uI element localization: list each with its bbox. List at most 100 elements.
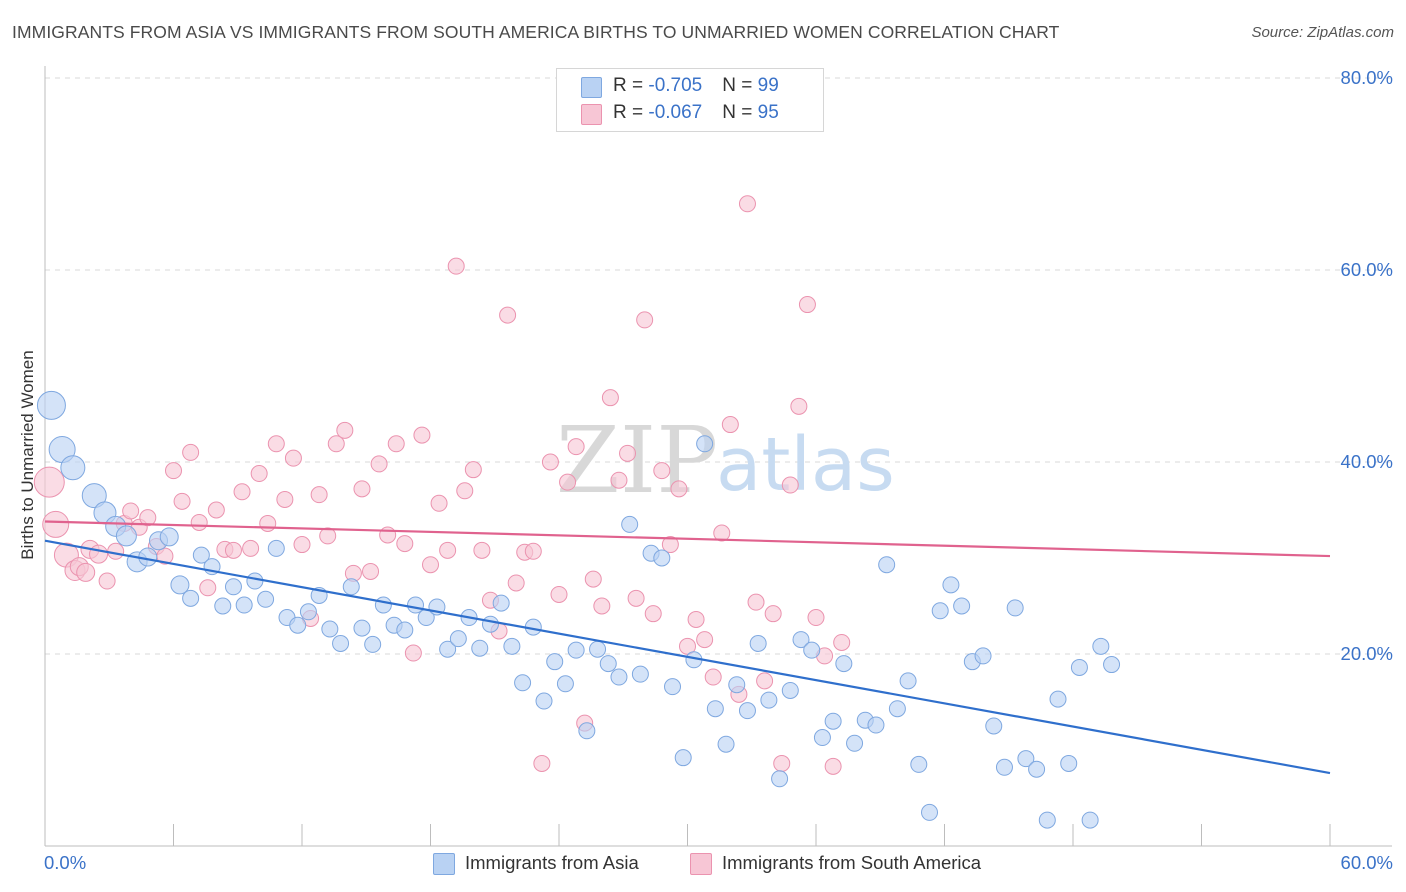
x-tick-label-max: 60.0% <box>1341 852 1393 873</box>
south-america-point-11 <box>122 502 140 520</box>
asia-point-91 <box>1028 760 1046 778</box>
asia-point-84 <box>953 597 971 615</box>
south-america-point-13 <box>139 509 157 527</box>
asia-point-19 <box>257 590 275 608</box>
south-america-point-89 <box>790 397 808 415</box>
south-america-point-79 <box>704 668 722 686</box>
asia-point-94 <box>1060 754 1078 772</box>
south-america-point-34 <box>319 527 337 545</box>
south-america-point-71 <box>636 311 654 329</box>
south-america-point-60 <box>541 453 559 471</box>
south-america-point-29 <box>276 490 294 508</box>
asia-point-67 <box>771 770 789 788</box>
asia-point-61 <box>706 700 724 718</box>
south-america-point-26 <box>250 465 268 483</box>
south-america-point-31 <box>293 536 311 554</box>
south-america-point-75 <box>670 480 688 498</box>
asia-point-48 <box>567 641 585 659</box>
trend-line-asia <box>44 539 1331 775</box>
watermark-zip: ZIP <box>556 407 718 514</box>
asia-point-81 <box>921 803 939 821</box>
asia-point-87 <box>985 717 1003 735</box>
south-america-point-73 <box>653 462 671 480</box>
asia-point-46 <box>546 653 564 671</box>
south-america-point-61 <box>550 585 568 603</box>
asia-point-11 <box>170 575 190 595</box>
asia-point-30 <box>374 596 392 614</box>
asia-point-42 <box>503 637 521 655</box>
south-america-point-45 <box>413 426 431 444</box>
y-tick-label-80: 80.0% <box>1341 67 1393 88</box>
bottom-legend-swatch-asia <box>433 853 455 875</box>
legend-asia-n-label: N = <box>722 75 758 96</box>
asia-point-95 <box>1070 658 1088 676</box>
south-america-point-1 <box>42 510 70 538</box>
asia-point-12 <box>182 589 200 607</box>
asia-point-53 <box>621 515 639 533</box>
legend-sa-r-value: -0.067 <box>648 102 703 123</box>
asia-point-71 <box>813 729 831 747</box>
asia-point-20 <box>267 539 285 557</box>
y-tick-label-20: 20.0% <box>1341 643 1393 664</box>
south-america-point-23 <box>224 541 242 559</box>
south-america-point-17 <box>173 492 191 510</box>
asia-point-70 <box>803 641 821 659</box>
bottom-legend-label-asia: Immigrants from Asia <box>465 852 639 873</box>
asia-point-96 <box>1081 811 1099 829</box>
south-america-point-33 <box>310 486 328 504</box>
south-america-point-42 <box>387 435 405 453</box>
asia-point-51 <box>599 655 617 673</box>
south-america-point-68 <box>610 471 628 489</box>
x-tick-label-min: 0.0% <box>44 852 86 873</box>
legend-swatch-south-america <box>581 104 602 125</box>
asia-point-54 <box>631 665 649 683</box>
south-america-point-90 <box>798 296 816 314</box>
asia-point-77 <box>878 556 896 574</box>
asia-point-15 <box>214 597 232 615</box>
legend-sa-n-label: N = <box>722 102 758 123</box>
asia-point-92 <box>1038 811 1056 829</box>
asia-point-78 <box>888 700 906 718</box>
asia-point-33 <box>407 596 425 614</box>
asia-point-90 <box>1017 750 1035 768</box>
south-america-point-35 <box>327 435 345 453</box>
south-america-point-5 <box>76 562 96 582</box>
asia-point-29 <box>364 635 382 653</box>
legend-swatch-asia <box>581 77 602 98</box>
legend-sa-r-label: R = <box>613 102 649 123</box>
south-america-point-30 <box>284 449 302 467</box>
asia-point-82 <box>931 602 949 620</box>
bottom-legend-label-south-america: Immigrants from South America <box>722 852 982 873</box>
asia-point-52 <box>610 668 628 686</box>
asia-point-49 <box>578 722 596 740</box>
south-america-point-41 <box>379 526 397 544</box>
asia-point-47 <box>556 675 574 693</box>
south-america-point-27 <box>259 514 277 532</box>
south-america-point-24 <box>233 483 251 501</box>
asia-point-73 <box>835 655 853 673</box>
south-america-point-7 <box>89 544 109 564</box>
asia-point-93 <box>1049 690 1067 708</box>
legend-asia-n-value: 99 <box>757 75 779 96</box>
south-america-point-94 <box>833 633 851 651</box>
south-america-point-20 <box>199 579 217 597</box>
source-credit: Source: ZipAtlas.com <box>1251 24 1394 41</box>
south-america-point-66 <box>593 597 611 615</box>
asia-point-68 <box>781 681 799 699</box>
asia-point-40 <box>481 615 499 633</box>
asia-point-13 <box>192 546 210 564</box>
asia-point-63 <box>728 676 746 694</box>
watermark-atlas: atlas <box>716 422 895 508</box>
asia-point-72 <box>824 712 842 730</box>
south-america-point-74 <box>661 536 679 554</box>
south-america-point-39 <box>362 562 380 580</box>
asia-point-39 <box>471 639 489 657</box>
asia-point-60 <box>696 435 714 453</box>
south-america-point-88 <box>781 476 799 494</box>
south-america-point-38 <box>353 480 371 498</box>
asia-point-27 <box>342 578 360 596</box>
asia-point-64 <box>738 702 756 720</box>
asia-point-23 <box>299 603 317 621</box>
south-america-point-63 <box>567 438 585 456</box>
south-america-point-8 <box>98 572 116 590</box>
